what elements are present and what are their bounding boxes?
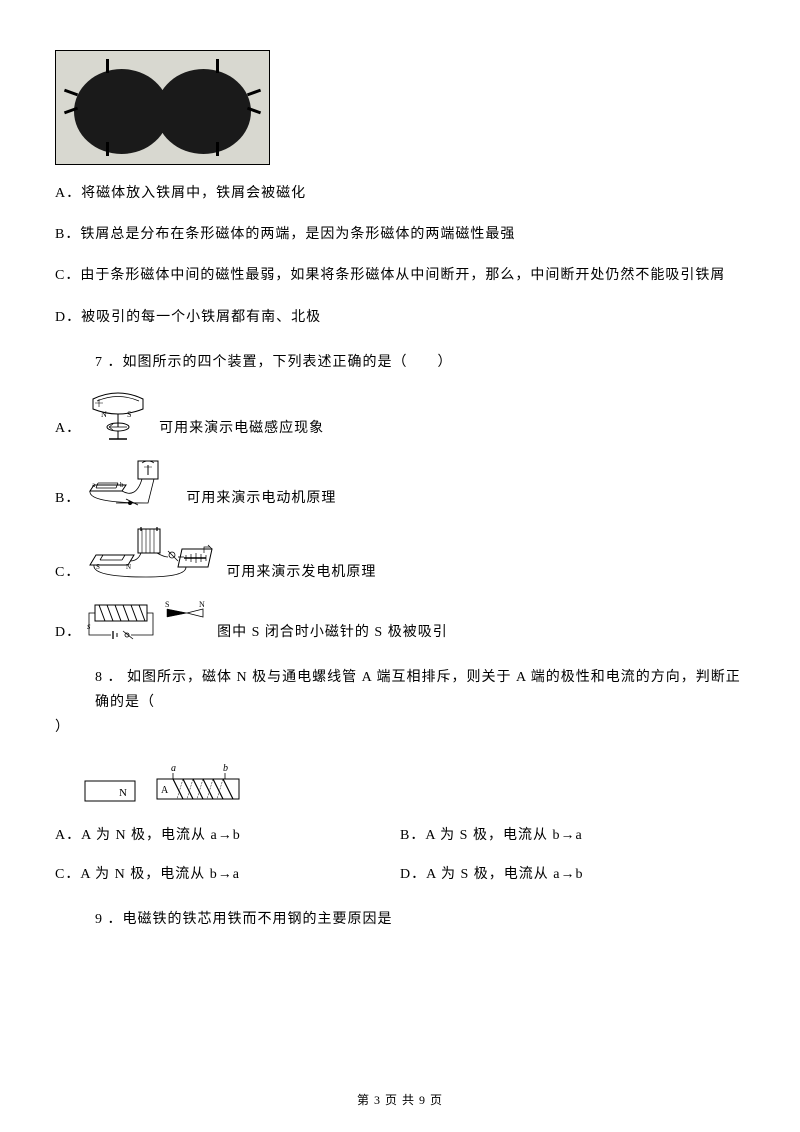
q6-option-d: D．被吸引的每一个小铁屑都有南、北极 — [55, 305, 745, 330]
label-s2: S — [165, 600, 170, 609]
q7-option-d-row: D． s S N 图中 S 闭合时小磁针的 S 极被吸引 — [55, 599, 745, 645]
q6-option-a: A．将磁体放入铁屑中，铁屑会被磁化 — [55, 181, 745, 206]
label-n: N — [101, 410, 108, 419]
q8-option-c: C．A 为 N 极，电流从 b→a — [55, 862, 400, 887]
q7-option-c-label: C． — [55, 560, 80, 585]
q7-option-d-text: 图中 S 闭合时小磁针的 S 极被吸引 — [217, 620, 448, 645]
figure-magnet-iron-filings — [55, 50, 270, 165]
q6-option-b: B．铁屑总是分布在条形磁体的两端，是因为条形磁体的两端磁性最强 — [55, 222, 745, 247]
svg-text:b: b — [120, 481, 125, 489]
q7-stem: 7 ．如图所示的四个装置，下列表述正确的是（ ） — [55, 350, 745, 375]
label-s: S — [127, 410, 132, 419]
q6-option-c: C．由于条形磁体中间的磁性最弱，如果将条形磁体从中间断开，那么，中间断开处仍然不… — [55, 263, 745, 288]
q8-figure-row: N a b A — [83, 763, 745, 807]
diagram-8-magnet: N — [83, 771, 139, 807]
page-footer: 第 3 页 共 9 页 — [0, 1090, 800, 1112]
label-a: a — [171, 763, 177, 774]
label-a-end: A — [161, 785, 169, 796]
q7-option-b-label: B． — [55, 486, 80, 511]
q8-stem: 8 ． 如图所示，磁体 N 极与通电螺线管 A 端互相排斥，则关于 A 端的极性… — [55, 665, 745, 715]
label-s: s — [87, 621, 92, 631]
svg-text:a: a — [92, 481, 96, 489]
svg-text:N: N — [126, 563, 132, 571]
q8-option-d: D．A 为 S 极，电流从 a→b — [400, 862, 745, 887]
label-n: N — [119, 787, 128, 799]
q7-option-a-row: A． N S 可用来演示电磁感应现象 — [55, 389, 745, 441]
q8-stem-close: ） — [55, 715, 745, 740]
q7-option-a-text: 可用来演示电磁感应现象 — [159, 416, 324, 441]
diagram-7d-solenoid-compass: s S N — [87, 599, 207, 645]
q8-option-b: B．A 为 S 极，电流从 b→a — [400, 823, 745, 848]
q8-options-row1: A．A 为 N 极，电流从 a→b B．A 为 S 极，电流从 b→a — [55, 823, 745, 848]
diagram-7b-motor: a b — [86, 455, 176, 511]
q7-option-a-label: A． — [55, 416, 81, 441]
diagram-7c-generator: S N — [86, 525, 216, 585]
diagram-8-solenoid: a b A — [153, 763, 243, 807]
label-b: b — [223, 763, 229, 774]
diagram-7a-magnet-compass: N S — [87, 389, 149, 441]
q7-option-c-text: 可用来演示发电机原理 — [226, 560, 376, 585]
q7-option-d-label: D． — [55, 620, 81, 645]
q9-stem: 9 ．电磁铁的铁芯用铁而不用钢的主要原因是 — [55, 907, 745, 932]
svg-text:S: S — [96, 563, 101, 571]
label-n2: N — [199, 600, 206, 609]
q7-option-c-row: C． S N 可用来演示发电机原理 — [55, 525, 745, 585]
q7-option-b-text: 可用来演示电动机原理 — [186, 486, 336, 511]
q8-stem-part1: 8 ． 如图所示，磁体 N 极与通电螺线管 A 端互相排斥，则关于 A 端的极性… — [95, 670, 741, 710]
q8-options-row2: C．A 为 N 极，电流从 b→a D．A 为 S 极，电流从 a→b — [55, 862, 745, 887]
q8-option-a: A．A 为 N 极，电流从 a→b — [55, 823, 400, 848]
q7-option-b-row: B． a b 可用来演示电动机原理 — [55, 455, 745, 511]
